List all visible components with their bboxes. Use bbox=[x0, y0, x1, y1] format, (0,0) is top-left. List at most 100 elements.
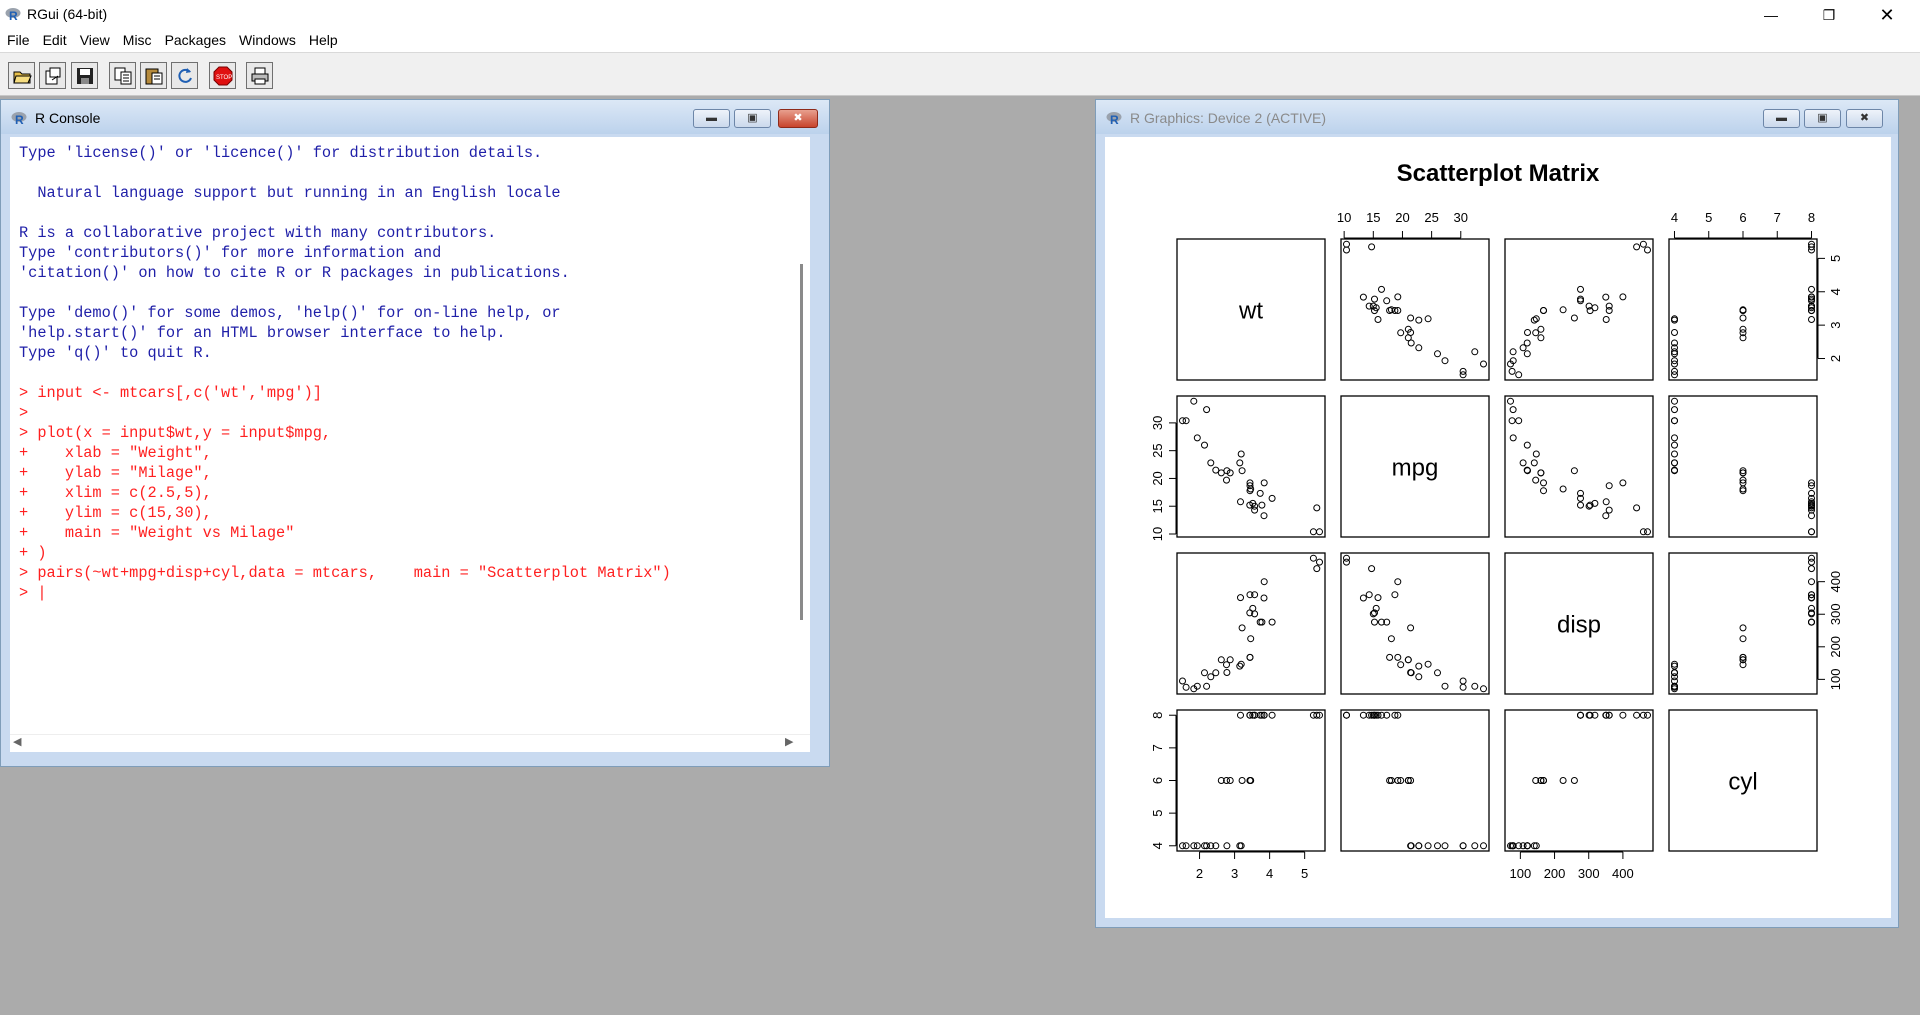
menu-help[interactable]: Help bbox=[308, 32, 338, 48]
scroll-right-icon[interactable]: ▶ bbox=[785, 736, 794, 748]
console-vertical-scrollbar[interactable] bbox=[793, 137, 810, 735]
data-point bbox=[1639, 240, 1647, 248]
tick-label: 300 bbox=[1578, 866, 1600, 881]
data-point bbox=[1671, 329, 1678, 336]
graphics-window: R R Graphics: Device 2 (ACTIVE) ▬ ▣ ✖ Sc… bbox=[1095, 99, 1899, 928]
scrollbar-thumb[interactable] bbox=[800, 264, 803, 620]
save-button[interactable] bbox=[71, 62, 98, 89]
graphics-minimize-button[interactable]: ▬ bbox=[1763, 109, 1800, 128]
scroll-left-icon[interactable]: ◀ bbox=[13, 736, 22, 748]
console-line: Type 'contributors()' for more informati… bbox=[19, 244, 442, 262]
data-point bbox=[1459, 683, 1467, 691]
console-maximize-button[interactable]: ▣ bbox=[734, 109, 771, 128]
data-point bbox=[1238, 467, 1246, 475]
data-point bbox=[1808, 494, 1815, 502]
stop-button[interactable]: STOP bbox=[209, 62, 236, 89]
data-point bbox=[1532, 329, 1540, 337]
data-point bbox=[1602, 293, 1610, 301]
console-minimize-button[interactable]: ▬ bbox=[693, 109, 730, 128]
menu-edit[interactable]: Edit bbox=[42, 32, 67, 48]
data-point bbox=[1238, 777, 1246, 784]
data-point bbox=[1359, 711, 1367, 719]
menu-misc[interactable]: Misc bbox=[122, 32, 152, 48]
data-point bbox=[1424, 842, 1432, 850]
data-point bbox=[1586, 501, 1594, 509]
data-point bbox=[1639, 528, 1647, 536]
data-point bbox=[1808, 240, 1815, 248]
console-horizontal-scrollbar[interactable]: ◀ ▶ bbox=[10, 734, 810, 752]
data-point bbox=[1671, 441, 1678, 449]
data-point bbox=[1739, 624, 1747, 632]
data-point bbox=[1671, 360, 1678, 368]
data-point bbox=[1378, 618, 1385, 626]
data-point bbox=[1633, 504, 1641, 512]
open-script-button[interactable] bbox=[8, 62, 35, 89]
data-point bbox=[1217, 656, 1225, 664]
data-point bbox=[1739, 661, 1747, 669]
copy-button[interactable] bbox=[109, 62, 136, 89]
data-point bbox=[1441, 357, 1449, 365]
menu-windows[interactable]: Windows bbox=[239, 32, 296, 48]
data-point bbox=[1359, 594, 1367, 602]
menu-view[interactable]: View bbox=[79, 32, 110, 48]
save-icon bbox=[77, 68, 93, 84]
paste-button[interactable] bbox=[140, 62, 167, 89]
data-point bbox=[1391, 711, 1399, 719]
restore-button[interactable]: ❐ bbox=[1806, 0, 1852, 30]
r-logo-icon: R bbox=[1106, 112, 1122, 126]
console-output[interactable]: Type 'license()' or 'licence()' for dist… bbox=[10, 137, 810, 752]
console-line: + ) bbox=[19, 544, 47, 562]
data-point bbox=[1397, 777, 1405, 784]
data-point bbox=[1739, 325, 1747, 333]
r-logo-icon: R bbox=[5, 8, 21, 22]
console-line: > plot(x = input$wt,y = input$mpg, bbox=[19, 424, 332, 442]
console-close-button[interactable]: ✖ bbox=[778, 109, 818, 128]
copy-paste-button[interactable] bbox=[171, 62, 198, 89]
data-point bbox=[1577, 295, 1584, 303]
tick-label: 8 bbox=[1808, 210, 1815, 225]
data-point bbox=[1394, 578, 1402, 586]
data-point bbox=[1519, 344, 1527, 352]
load-workspace-button[interactable] bbox=[39, 62, 66, 89]
close-button[interactable]: ✕ bbox=[1864, 0, 1910, 30]
data-point bbox=[1434, 842, 1441, 850]
data-point bbox=[1365, 591, 1373, 599]
refresh-icon bbox=[178, 68, 192, 83]
graphics-close-button[interactable]: ✖ bbox=[1846, 109, 1883, 128]
data-point bbox=[1532, 842, 1540, 850]
data-point bbox=[1523, 350, 1531, 358]
data-point bbox=[1397, 661, 1405, 669]
data-point bbox=[1415, 673, 1423, 681]
data-point bbox=[1387, 635, 1395, 643]
data-point bbox=[1808, 285, 1815, 293]
data-point bbox=[1415, 662, 1423, 670]
minimize-icon: — bbox=[1764, 7, 1778, 23]
data-point bbox=[1386, 777, 1394, 784]
tick-label: 7 bbox=[1774, 210, 1781, 225]
panel-frame bbox=[1176, 709, 1326, 852]
data-point bbox=[1258, 501, 1266, 509]
data-point bbox=[1343, 711, 1350, 719]
menu-packages[interactable]: Packages bbox=[164, 32, 227, 48]
diagonal-label: wt bbox=[1238, 298, 1263, 325]
data-point bbox=[1808, 307, 1815, 315]
data-point bbox=[1671, 350, 1678, 358]
data-point bbox=[1537, 469, 1545, 477]
data-point bbox=[1808, 604, 1815, 612]
data-point bbox=[1313, 565, 1321, 573]
data-point bbox=[1559, 485, 1567, 493]
data-point bbox=[1605, 506, 1613, 514]
data-point bbox=[1217, 777, 1225, 784]
menu-file[interactable]: File bbox=[7, 32, 30, 48]
chart-title: Scatterplot Matrix bbox=[1397, 160, 1600, 187]
data-point bbox=[1524, 329, 1531, 336]
data-point bbox=[1509, 406, 1517, 414]
minimize-button[interactable]: — bbox=[1748, 0, 1794, 30]
print-button[interactable] bbox=[246, 62, 273, 89]
data-point bbox=[1459, 367, 1467, 375]
copy-icon bbox=[114, 67, 132, 85]
data-point bbox=[1480, 360, 1487, 368]
graphics-maximize-button[interactable]: ▣ bbox=[1804, 109, 1841, 128]
data-point bbox=[1268, 618, 1276, 626]
data-point bbox=[1246, 653, 1254, 661]
